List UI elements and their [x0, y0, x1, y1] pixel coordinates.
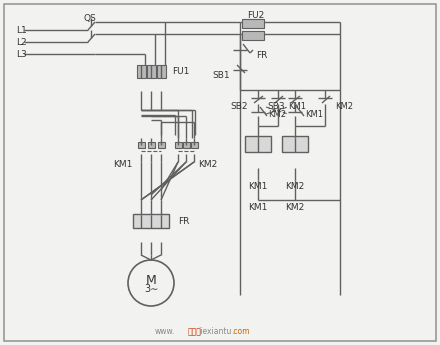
Text: KM1: KM1: [305, 109, 323, 118]
Text: KM2: KM2: [198, 159, 217, 168]
Text: 接线图: 接线图: [188, 327, 202, 336]
Text: 3∼: 3∼: [144, 284, 158, 294]
Text: SB3: SB3: [268, 101, 285, 110]
Text: QS: QS: [84, 13, 96, 22]
Text: L1: L1: [16, 26, 27, 34]
Text: KM1: KM1: [288, 101, 306, 110]
Bar: [245, 136, 271, 152]
Bar: [191, 142, 198, 148]
Text: L2: L2: [16, 38, 27, 47]
Text: SB2: SB2: [231, 101, 248, 110]
Bar: [158, 142, 165, 148]
Text: KM1: KM1: [113, 159, 132, 168]
Text: .com: .com: [231, 327, 249, 336]
Bar: [157, 65, 166, 78]
Bar: [133, 214, 169, 228]
Text: L3: L3: [16, 49, 27, 59]
Text: KM2: KM2: [335, 101, 353, 110]
Bar: [147, 65, 156, 78]
Text: FU1: FU1: [172, 67, 189, 76]
Text: FR: FR: [178, 217, 189, 226]
Text: jiexiantu: jiexiantu: [198, 327, 232, 336]
Text: SB1: SB1: [213, 70, 230, 79]
Bar: [175, 142, 182, 148]
Text: FU2: FU2: [247, 10, 264, 20]
Text: KM1: KM1: [248, 181, 268, 190]
Text: KM1: KM1: [248, 203, 268, 211]
Text: FR: FR: [256, 50, 268, 59]
Bar: [242, 19, 264, 28]
Bar: [137, 65, 146, 78]
Bar: [282, 136, 308, 152]
Circle shape: [128, 260, 174, 306]
Text: KM2: KM2: [286, 203, 304, 211]
Bar: [242, 31, 264, 40]
Bar: [183, 142, 190, 148]
Bar: [148, 142, 155, 148]
Text: M: M: [146, 274, 156, 286]
Text: KM2: KM2: [286, 181, 304, 190]
Text: KM2: KM2: [268, 109, 286, 118]
Bar: [138, 142, 145, 148]
Text: www.: www.: [154, 327, 175, 336]
